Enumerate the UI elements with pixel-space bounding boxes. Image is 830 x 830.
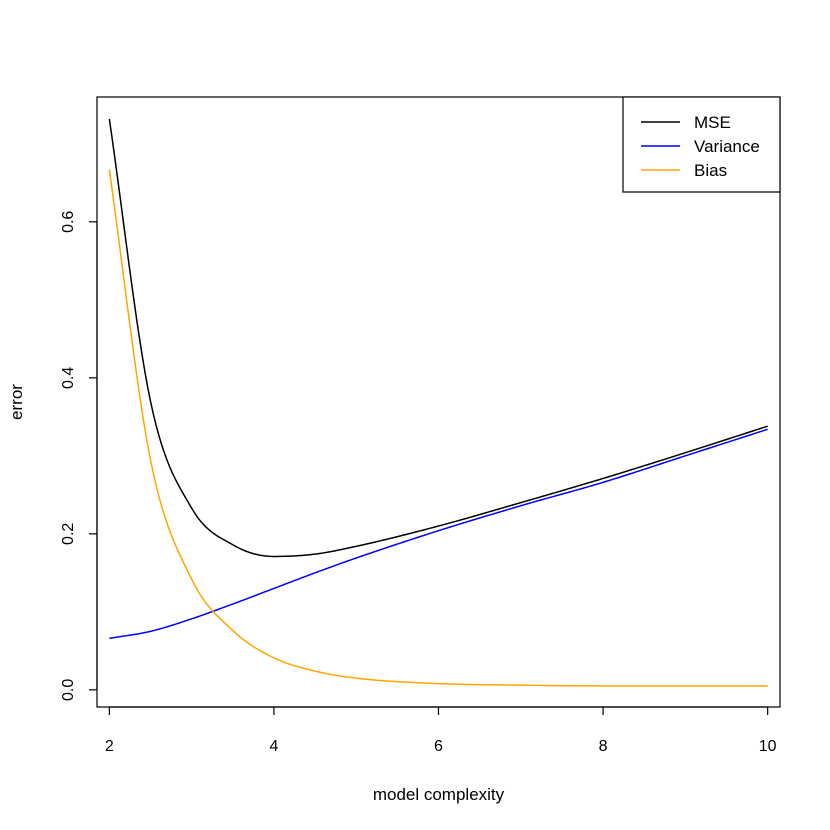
y-tick-label: 0.0	[60, 679, 77, 701]
legend: MSE Variance Bias	[622, 96, 781, 193]
axis-layer: 2 4 6 8 10 0.0 0.2 0.4 0.6	[60, 211, 777, 755]
x-tick-label: 10	[759, 738, 777, 755]
series-line-bias	[108, 169, 768, 687]
legend-bias-label: Bias	[694, 161, 727, 180]
x-tick-label: 6	[434, 738, 443, 755]
legend-box	[622, 96, 781, 193]
y-axis-title: error	[7, 384, 26, 420]
x-tick-label: 4	[269, 738, 278, 755]
legend-variance-label: Variance	[694, 137, 760, 156]
x-tick-label: 8	[599, 738, 608, 755]
y-tick-label: 0.2	[60, 523, 77, 545]
x-axis-title: model complexity	[373, 785, 505, 804]
legend-mse-label: MSE	[694, 113, 731, 132]
series-line-mse	[108, 118, 768, 558]
y-tick-label: 0.6	[60, 211, 77, 233]
series-layer	[108, 118, 768, 687]
y-tick-label: 0.4	[60, 367, 77, 389]
series-line-variance	[109, 428, 768, 640]
x-tick-label: 2	[105, 738, 114, 755]
